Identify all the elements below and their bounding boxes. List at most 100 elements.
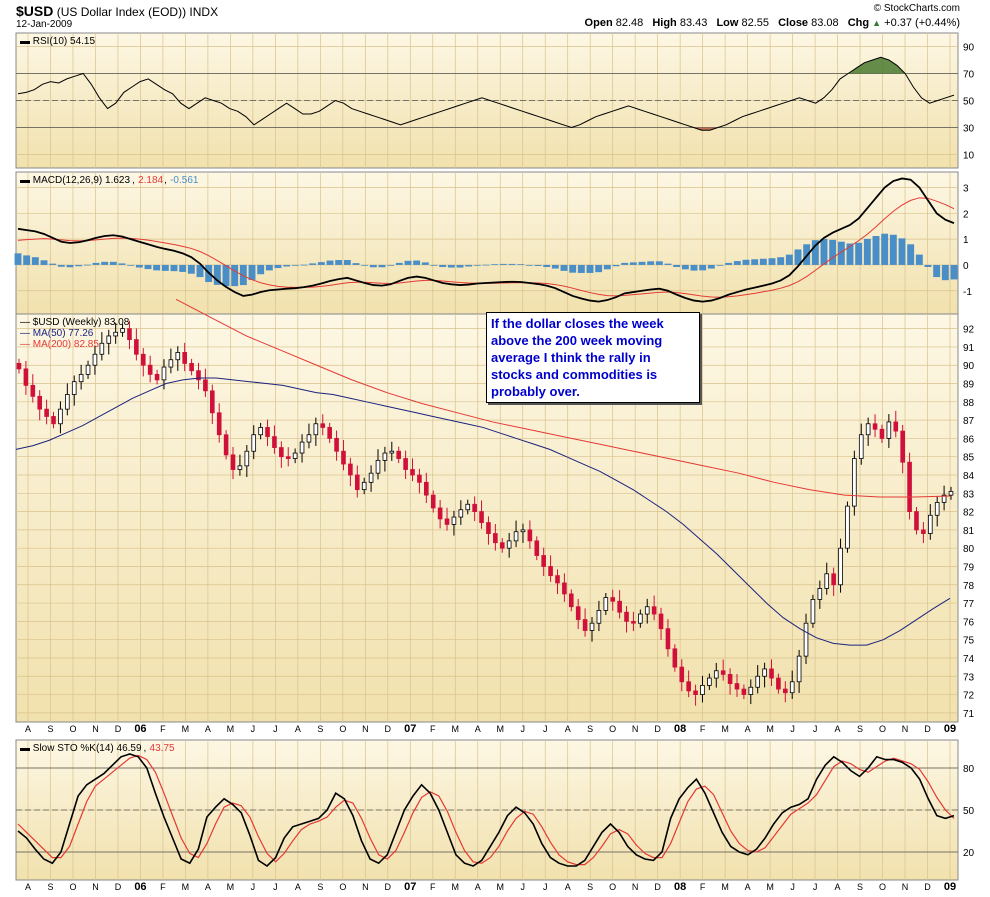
macd-histogram-bar [638, 261, 646, 265]
macd-histogram-bar [66, 264, 74, 268]
price-candle [279, 447, 284, 458]
low-label: Low [716, 17, 739, 29]
macd-histogram-bar [31, 257, 39, 265]
x-axis-label: D [115, 724, 122, 734]
price-tick-label: 92 [963, 325, 975, 336]
price-tick-label: 81 [963, 526, 975, 537]
macd-histogram-bar [595, 264, 603, 273]
x-axis-label: N [362, 882, 369, 892]
x-axis-label: F [700, 882, 706, 892]
macd-panel [15, 171, 959, 315]
price-candle [948, 491, 954, 496]
price-candle [651, 606, 657, 615]
price-tick-label: 84 [963, 471, 975, 482]
x-axis-label: 06 [134, 881, 146, 893]
macd-histogram-bar [257, 264, 265, 275]
macd-histogram-bar [664, 263, 672, 265]
macd-histogram-bar [231, 264, 239, 287]
rsi-tick-label: 50 [963, 97, 975, 108]
macd-histogram-bar [586, 264, 594, 273]
macd-histogram-bar [40, 260, 48, 265]
price-candle [762, 668, 767, 677]
ma50-line [15, 377, 951, 646]
price-candle [686, 681, 691, 692]
x-axis-label: A [25, 882, 31, 892]
price-candle [299, 441, 305, 454]
macd-line [17, 177, 955, 303]
x-axis-label: A [835, 724, 841, 734]
price-candle [341, 450, 346, 465]
price-candle [513, 531, 519, 542]
macd-tick-label: 0 [963, 261, 969, 272]
x-axis-label: J [790, 882, 795, 892]
price-candle [803, 622, 809, 657]
x-axis-label: A [745, 724, 751, 734]
price-candle [872, 423, 878, 430]
x-axis-label: J [273, 724, 278, 734]
x-axis-label: S [857, 882, 863, 892]
symbol-exchange: INDX [189, 5, 219, 19]
macd-histogram-bar [109, 261, 117, 265]
x-axis-label: F [160, 724, 166, 734]
x-axis-label: O [69, 882, 76, 892]
price-tick-label: 75 [963, 636, 975, 647]
rsi-line [17, 56, 955, 131]
x-axis-label: N [362, 724, 369, 734]
sto-k-line [17, 753, 955, 868]
price-candle [154, 373, 160, 381]
macd-histogram-bar [794, 249, 802, 265]
macd-histogram-bar [872, 236, 880, 265]
macd-histogram-bar [309, 263, 317, 265]
price-candle [893, 421, 899, 432]
sto-d-line [17, 754, 955, 866]
x-axis-label: 06 [134, 723, 146, 735]
x-axis-label: S [47, 882, 53, 892]
price-candle [700, 685, 705, 695]
price-candle [244, 450, 250, 467]
price-candle [78, 373, 84, 383]
price-candle [575, 606, 581, 620]
x-axis-label: M [496, 724, 504, 734]
macd-histogram-bar [655, 261, 663, 265]
x-axis-label: N [92, 882, 99, 892]
macd-histogram-bar [23, 255, 31, 265]
symbol-ticker: $USD [16, 3, 54, 19]
price-candle [120, 328, 125, 333]
price-candle [354, 474, 360, 491]
price-candle [203, 379, 208, 392]
price-candle [493, 533, 498, 544]
macd-histogram-bar [647, 261, 655, 265]
macd-histogram-bar [170, 264, 178, 272]
macd-histogram-bar [491, 264, 499, 265]
ma200-line [175, 298, 951, 498]
price-candle [396, 450, 402, 459]
macd-histogram-bar [898, 238, 906, 265]
macd-histogram-bar [907, 244, 915, 265]
macd-histogram-bar [569, 264, 577, 273]
x-axis-label: 09 [944, 881, 956, 893]
price-candle [403, 458, 408, 470]
macd-histogram-bar [196, 264, 204, 278]
x-axis-label: 07 [404, 723, 416, 735]
price-candle [796, 655, 802, 683]
price-candle [216, 412, 222, 436]
price-candle [817, 588, 823, 600]
price-candle [707, 677, 712, 686]
x-axis-label: O [879, 882, 886, 892]
sto-tick-label: 80 [963, 764, 975, 775]
price-candle [658, 613, 664, 630]
price-candle [907, 461, 912, 512]
price-candle [458, 509, 464, 518]
price-candle [755, 675, 761, 688]
price-candle [189, 362, 194, 372]
macd-histogram-bar [829, 239, 837, 265]
x-axis-label: A [295, 724, 301, 734]
macd-histogram-bar [283, 264, 291, 267]
price-candle [644, 606, 650, 615]
rsi-tick-label: 30 [963, 124, 975, 135]
x-axis-label: M [227, 882, 235, 892]
macd-histogram-bar [881, 233, 889, 265]
price-candle [486, 522, 491, 534]
price-candle [665, 628, 671, 650]
